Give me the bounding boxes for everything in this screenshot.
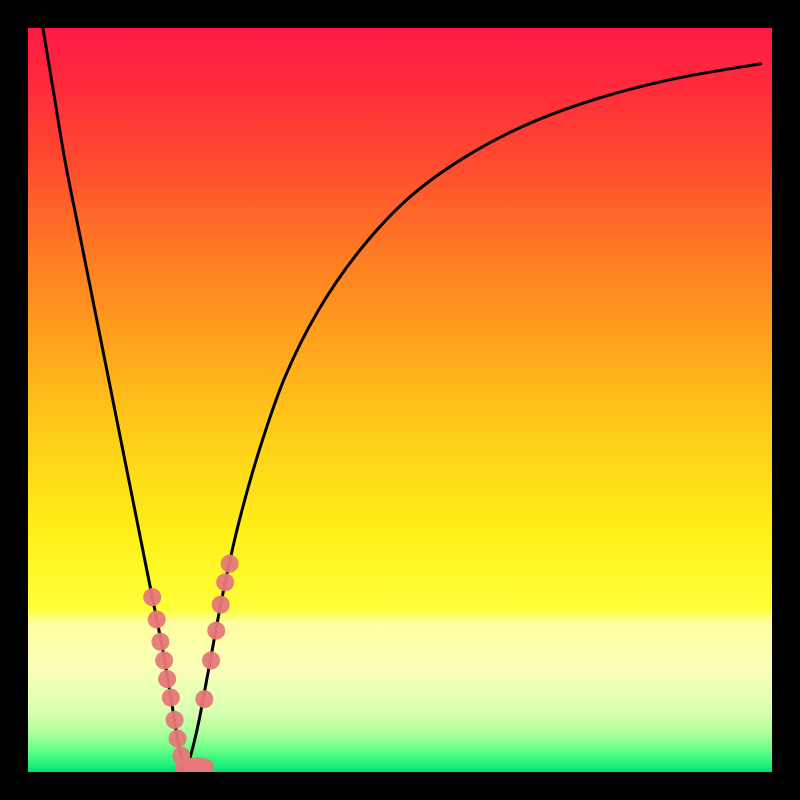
data-marker (143, 588, 161, 606)
marker-group (143, 555, 238, 772)
plot-area (28, 28, 772, 772)
bottleneck-curve (43, 28, 761, 772)
curve-layer (28, 28, 772, 772)
data-marker (221, 555, 239, 573)
data-marker (212, 596, 230, 614)
chart-frame: TheBottleNecker.com (0, 0, 800, 800)
data-marker (148, 610, 166, 628)
data-marker (202, 651, 220, 669)
data-marker (207, 622, 225, 640)
data-marker (155, 651, 173, 669)
data-marker (169, 730, 187, 748)
data-marker (151, 633, 169, 651)
data-marker (158, 670, 176, 688)
data-marker (195, 690, 213, 708)
data-marker (216, 573, 234, 591)
data-marker (166, 711, 184, 729)
data-marker (162, 689, 180, 707)
